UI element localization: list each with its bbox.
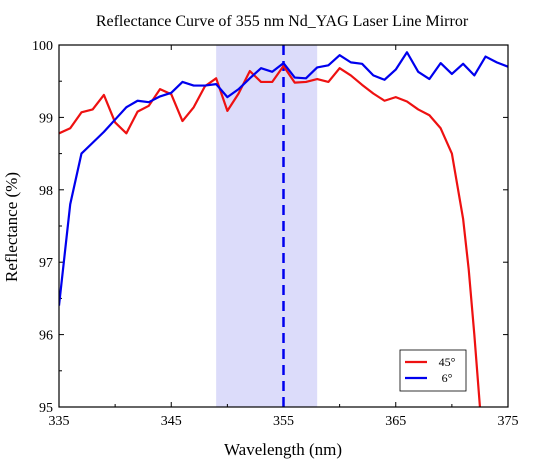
y-tick-label: 96 [39, 329, 53, 344]
legend-label-1: 6° [442, 371, 453, 385]
x-tick-label: 335 [49, 414, 70, 429]
y-tick-label: 97 [39, 256, 53, 271]
series-line-0 [59, 64, 482, 407]
x-tick-label: 355 [273, 414, 294, 429]
series-line-1 [59, 51, 508, 306]
y-axis-label: Reflectance (%) [2, 172, 21, 282]
plot-area: 335 345 355 365 375 95 96 97 98 99 100 45° 6° [32, 39, 519, 429]
legend-box [399, 349, 467, 392]
y-tick-label: 100 [32, 39, 53, 54]
highlight-band [216, 45, 318, 407]
chart-title: Reflectance Curve of 355 nm Nd_YAG Laser… [96, 13, 469, 30]
plot-frame [58, 44, 509, 408]
y-tick-label: 99 [39, 111, 53, 126]
legend-label-0: 45° [439, 355, 456, 369]
x-tick-label: 365 [385, 414, 406, 429]
x-axis-label: Wavelength (nm) [224, 440, 342, 459]
x-tick-label: 345 [161, 414, 182, 429]
y-tick-label: 95 [39, 401, 53, 416]
x-tick-label: 375 [498, 414, 519, 429]
y-tick-label: 98 [39, 184, 53, 199]
